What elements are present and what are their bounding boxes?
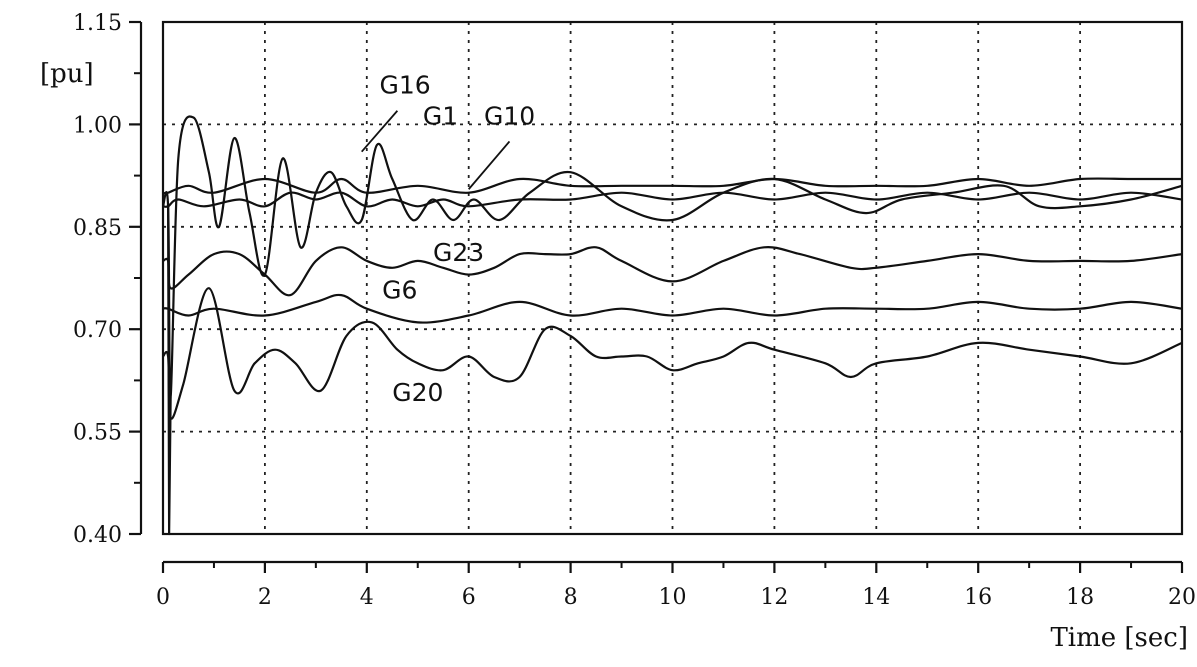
series-line-g16: [161, 115, 1183, 399]
y-tick-label: 1.15: [73, 11, 122, 36]
x-tick-label: 0: [156, 585, 170, 610]
y-tick-label: 0.55: [73, 421, 122, 446]
x-tick-label: 20: [1168, 585, 1196, 610]
y-tick-label: 1.00: [73, 113, 122, 138]
series-label-g6: G6: [382, 275, 417, 304]
x-tick-label: 18: [1066, 585, 1094, 610]
series-line-g23: [162, 246, 1183, 297]
plot-frame: [161, 20, 1184, 536]
series-line-g20: [161, 287, 1183, 420]
series-line-g6: [162, 293, 1183, 324]
y-axis: 0.40 0.55 0.70 0.85 1.00 1.15: [73, 11, 143, 548]
x-tick-label: 2: [258, 585, 272, 610]
series-label-g16: G16: [380, 71, 431, 100]
y-axis-label: [pu]: [40, 59, 94, 89]
x-tick-label: 12: [760, 585, 788, 610]
series-label-g23: G23: [433, 238, 484, 267]
x-tick-label: 6: [462, 585, 476, 610]
x-tick-label: 16: [964, 585, 992, 610]
x-tick-label: 4: [360, 585, 374, 610]
y-tick-label: 0.70: [73, 318, 122, 343]
series-lines: [161, 115, 1183, 536]
y-tick-label: 0.40: [73, 523, 122, 548]
series-line-g10: [162, 177, 1182, 195]
x-tick-label: 10: [659, 585, 687, 610]
series-label-g10: G10: [484, 101, 535, 130]
x-tick-label: 8: [564, 585, 578, 610]
series-leader-g10: [468, 140, 511, 190]
x-tick-label: 14: [862, 585, 890, 610]
x-axis-label: Time [sec]: [1050, 623, 1188, 653]
series-line-g1: [162, 191, 1183, 208]
series-leader-g16: [361, 110, 399, 153]
series-label-g20: G20: [392, 378, 443, 407]
y-tick-label: 0.85: [73, 216, 122, 241]
x-axis: 0 2 4 6 8 10 12 14 16 18 20: [156, 560, 1196, 610]
series-label-g1: G1: [423, 101, 458, 130]
grid-lines: [163, 22, 1182, 534]
